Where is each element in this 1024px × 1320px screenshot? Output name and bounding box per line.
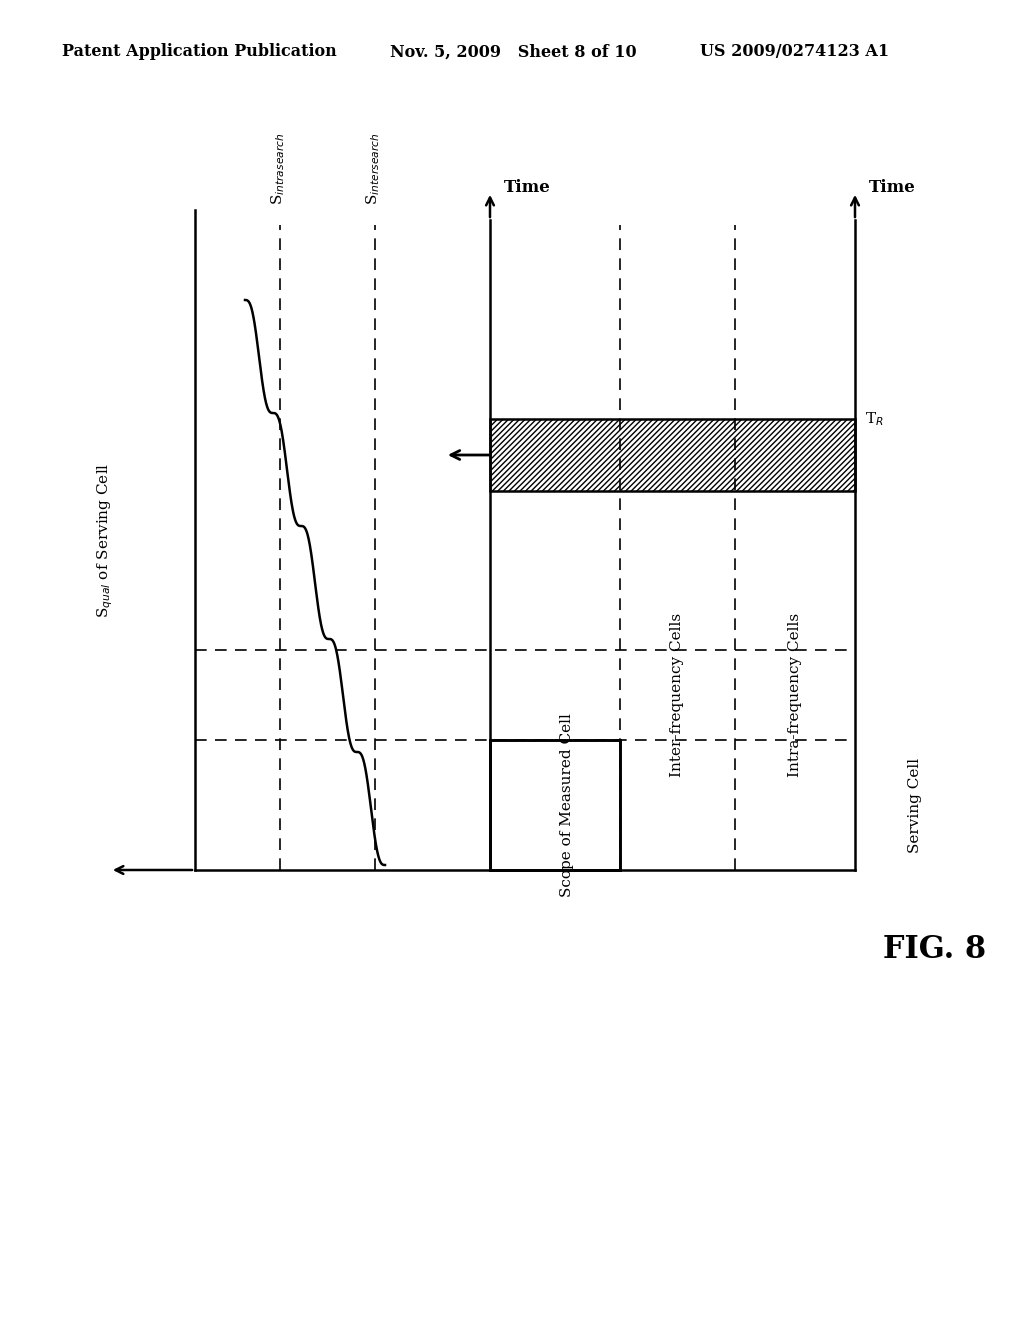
Text: Inter-frequency Cells: Inter-frequency Cells	[671, 612, 684, 777]
Text: S$_{intersearch}$: S$_{intersearch}$	[365, 132, 382, 205]
Text: Time: Time	[504, 180, 551, 197]
Text: Time: Time	[869, 180, 915, 197]
Text: Patent Application Publication: Patent Application Publication	[62, 44, 337, 61]
Bar	[490, 418, 855, 491]
Text: S$_{intrasearch}$: S$_{intrasearch}$	[269, 132, 287, 205]
Text: Scope of Measured Cell: Scope of Measured Cell	[560, 713, 574, 896]
Text: Intra-frequency Cells: Intra-frequency Cells	[788, 612, 802, 777]
Text: S$_{qual}$ of Serving Cell: S$_{qual}$ of Serving Cell	[95, 462, 115, 618]
Text: FIG. 8: FIG. 8	[884, 935, 986, 965]
Text: Nov. 5, 2009   Sheet 8 of 10: Nov. 5, 2009 Sheet 8 of 10	[390, 44, 637, 61]
Text: T$_R$: T$_R$	[865, 411, 884, 428]
Text: US 2009/0274123 A1: US 2009/0274123 A1	[700, 44, 889, 61]
Text: Serving Cell: Serving Cell	[908, 758, 922, 853]
